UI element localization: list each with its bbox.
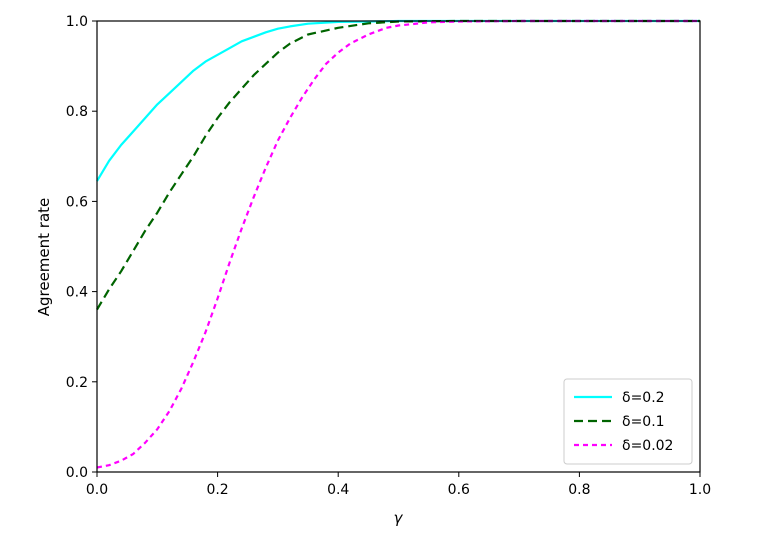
x-tick-label: 0.2 [206,482,228,498]
y-tick-label: 0.8 [66,104,88,120]
legend-label-3: δ=0.02 [622,438,673,454]
x-tick-label: 0.8 [568,482,590,498]
y-axis-ticks: 0.0 0.2 0.4 0.6 0.8 1.0 [66,14,97,481]
x-axis-ticks: 0.0 0.2 0.4 0.6 0.8 1.0 [86,472,711,498]
plot-area [96,19,701,473]
y-tick-label: 0.4 [66,285,88,301]
legend-box [563,378,693,465]
x-axis-label: γ [394,509,404,527]
y-axis-label: Agreement rate [35,198,53,317]
x-tick-label: 0.6 [448,482,470,498]
y-tick-label: 1.0 [66,14,88,30]
y-tick-label: 0.6 [66,194,88,210]
series-line-2 [96,19,700,311]
plot-frame [96,20,701,473]
y-tick-label: 0.2 [66,375,88,391]
series-line-1 [96,19,700,182]
series-line-3 [96,19,700,469]
x-tick-label: 0.0 [86,482,108,498]
x-tick-label: 1.0 [689,482,711,498]
y-tick-label: 0.0 [66,465,88,481]
x-tick-label: 0.4 [327,482,349,498]
legend: δ=0.2 δ=0.1 δ=0.02 [563,378,693,465]
legend-label-1: δ=0.2 [622,390,665,406]
legend-label-2: δ=0.1 [622,414,665,430]
